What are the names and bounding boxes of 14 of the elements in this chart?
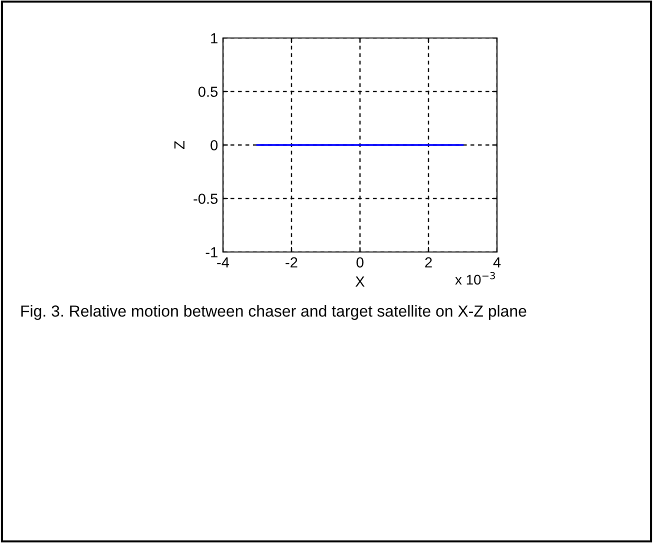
- y-tick-label: 1: [211, 33, 218, 44]
- y-axis-title: Z: [174, 141, 184, 149]
- y-tick-label: -0.5: [194, 194, 218, 204]
- x-tick-label: 0: [356, 257, 364, 268]
- text: x 10$^{−3}$: [455, 272, 495, 285]
- y-tick-label: 0: [210, 140, 218, 150]
- y-tick-label: -1: [206, 247, 218, 258]
- y-tick-label: 0.5: [198, 86, 218, 97]
- x-tick-label: -4: [217, 257, 230, 268]
- x-tick-label: 4: [493, 257, 501, 268]
- caption: Fig. 3. Relative motion between chaser and target satellite on X-Z plane: [21, 305, 526, 320]
- x-axis-title: X: [355, 276, 365, 287]
- x-tick-label: -2: [286, 257, 298, 268]
- x-tick-label: 2: [425, 257, 432, 268]
